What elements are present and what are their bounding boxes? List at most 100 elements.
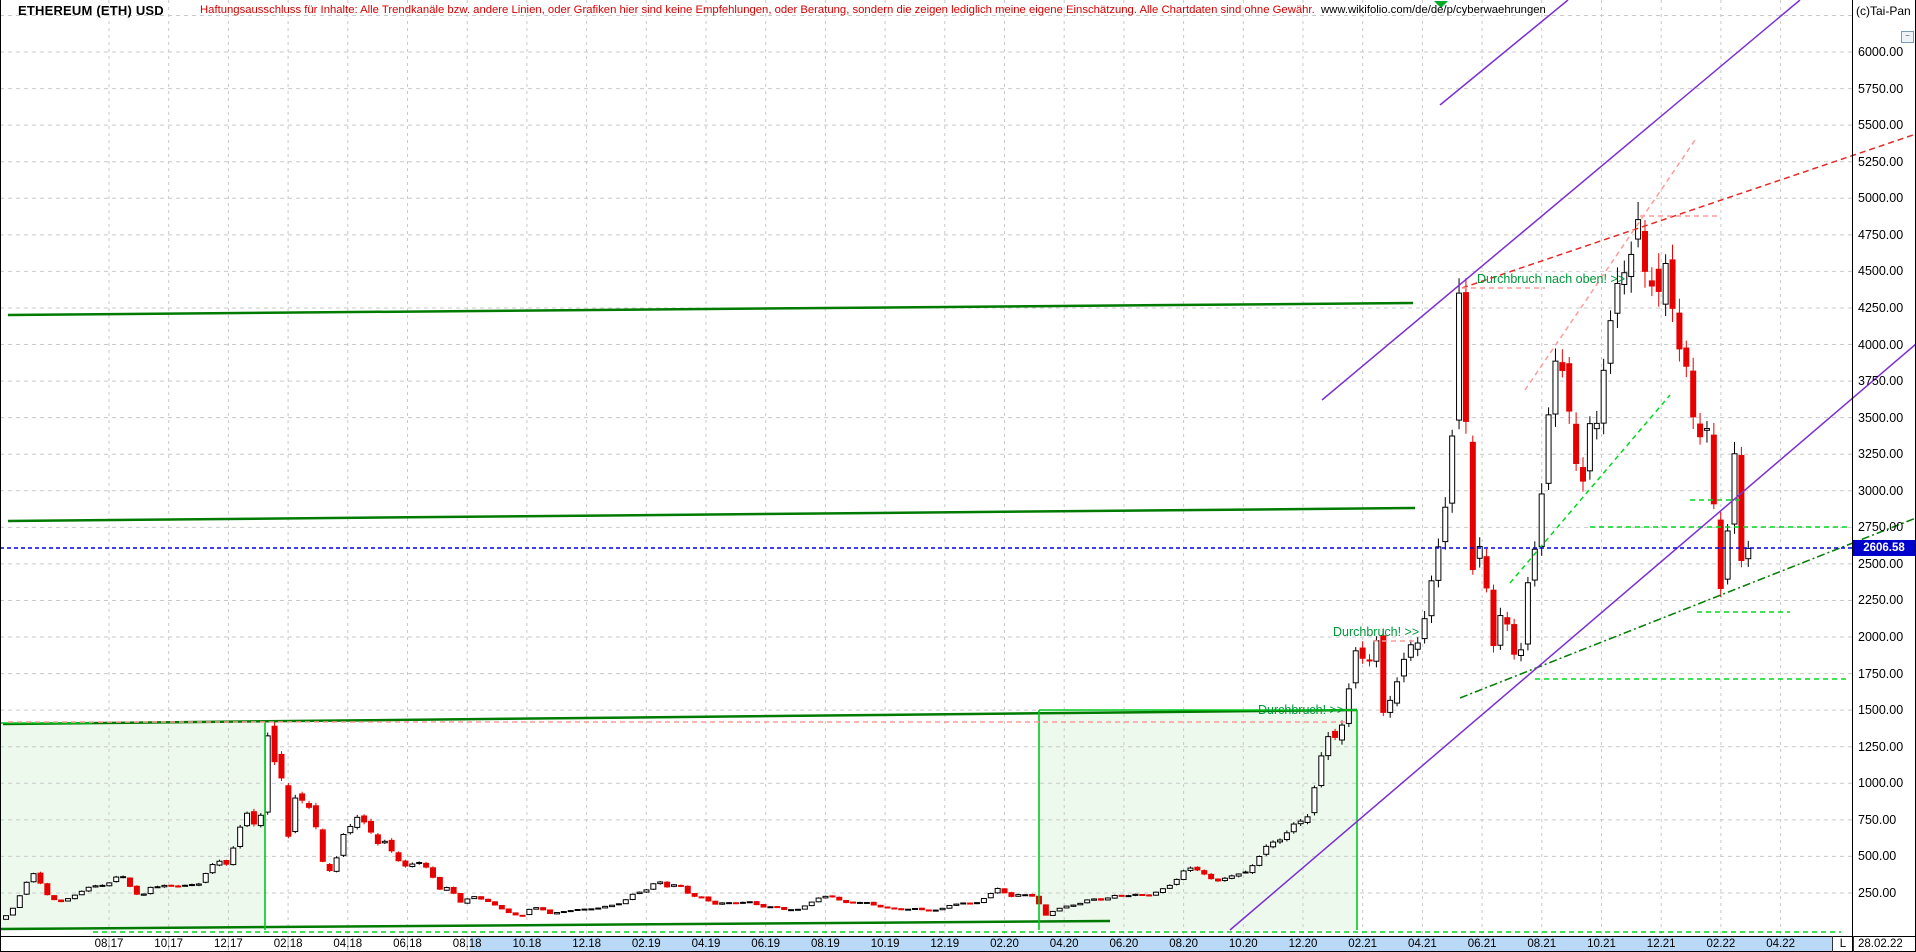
candle-down: [457, 893, 464, 903]
candle-up: [1703, 428, 1710, 431]
candle-up: [292, 797, 299, 833]
candle-up: [216, 860, 223, 866]
price-axis-label: 4250.00: [1858, 300, 1904, 315]
candle-down: [133, 885, 140, 895]
candle-down: [126, 877, 133, 887]
candle-up: [161, 884, 168, 888]
candle-up: [1070, 904, 1077, 907]
candle-down: [836, 896, 843, 901]
candle-down: [843, 899, 850, 904]
breakout-annotation: Durchbruch nach oben! >>: [1477, 272, 1626, 286]
candle-up: [1614, 282, 1621, 314]
candle-up: [1400, 658, 1407, 677]
copyright-label: (c)Tai-Pan: [1856, 4, 1911, 18]
candle-down: [1655, 268, 1662, 292]
price-axis-label: 6000.00: [1858, 45, 1904, 59]
date-axis-label: 12.18: [572, 938, 601, 950]
last-date-label: 28.02.22: [1858, 938, 1903, 950]
candle-up: [1263, 845, 1270, 855]
date-axis-label: 10.20: [1228, 938, 1258, 950]
candle-up: [64, 898, 71, 902]
candle-down: [1469, 441, 1476, 570]
candle-up: [1586, 423, 1593, 472]
disclaimer: Haftungsausschluss für Inhalte: Alle Tre…: [200, 4, 1546, 16]
candle-up: [202, 873, 209, 883]
price-axis-label: 2000.00: [1858, 630, 1904, 645]
candle-up: [347, 825, 354, 834]
candle-up: [1428, 580, 1435, 617]
disclaimer-link[interactable]: www.wikifolio.com/de/de/p/cyberwaehrunge…: [1321, 4, 1546, 16]
candle-down: [1710, 434, 1717, 505]
candle-up: [3, 915, 10, 920]
candle-up: [650, 883, 657, 890]
candle-up: [994, 887, 1001, 894]
candle-up: [1256, 856, 1263, 866]
date-axis-label: 04.22: [1766, 938, 1795, 950]
candle-up: [1318, 755, 1325, 787]
candle-down: [774, 906, 781, 909]
collapse-icon[interactable]: −: [1901, 31, 1914, 43]
candle-up: [1173, 878, 1180, 885]
candle-up: [1235, 873, 1242, 877]
date-axis-label: 12.19: [930, 938, 960, 950]
price-axis-label: 2500.00: [1858, 556, 1904, 571]
candle-down: [450, 886, 457, 894]
candle-up: [154, 886, 161, 889]
candle-down: [485, 898, 492, 902]
candle-down: [278, 753, 285, 779]
candle-up: [953, 903, 960, 906]
date-axis-label: 08.17: [94, 938, 124, 950]
candle-up: [1394, 681, 1401, 704]
candle-up: [1545, 414, 1552, 484]
candle-down: [1118, 894, 1125, 897]
candle-down: [361, 815, 368, 823]
candle-down: [37, 872, 44, 884]
candle-up: [1180, 870, 1187, 880]
candle-up: [1111, 894, 1118, 899]
candle-down: [1208, 873, 1215, 880]
candle-up: [905, 908, 912, 911]
date-axis-label: 10.19: [870, 938, 900, 950]
candle-down: [677, 884, 684, 887]
candle-down: [1483, 556, 1490, 589]
candle-up: [533, 907, 540, 910]
candle-down: [1697, 423, 1704, 438]
candle-down: [1201, 870, 1208, 875]
date-axis-label: 06.19: [751, 938, 781, 950]
candle-up: [588, 908, 595, 911]
candle-up: [1311, 787, 1318, 814]
candle-down: [1215, 878, 1222, 882]
candle-up: [1421, 618, 1428, 640]
candle-up: [1628, 253, 1635, 278]
date-axis-label: 04.19: [691, 938, 721, 950]
candle-up: [354, 816, 361, 828]
date-axis-label: 04.18: [333, 938, 363, 950]
candle-up: [1077, 902, 1084, 906]
candle-down: [540, 907, 547, 911]
candle-up: [1449, 435, 1456, 504]
candle-up: [147, 886, 154, 895]
candle-up: [1552, 360, 1559, 415]
page-title: ETHEREUM (ETH) USD: [18, 3, 164, 18]
candle-up: [1724, 530, 1731, 580]
candle-down: [519, 914, 526, 917]
candle-up: [471, 896, 478, 900]
candle-down: [753, 901, 760, 906]
candle-up: [1524, 582, 1531, 645]
candle-down: [491, 901, 498, 906]
candle-up: [726, 902, 733, 905]
candle-down: [423, 862, 430, 868]
price-axis-label: 500.00: [1858, 849, 1897, 864]
breakout-annotation: Durchbruch! >>: [1333, 625, 1420, 639]
candle-up: [1373, 640, 1380, 662]
candle-down: [829, 895, 836, 898]
date-axis-label: 08.21: [1527, 938, 1557, 950]
candle-down: [712, 900, 719, 905]
candle-down: [1559, 362, 1566, 371]
candle-up: [23, 881, 30, 895]
date-axis-label: 12.21: [1646, 938, 1676, 950]
price-axis-label: 2750.00: [1858, 520, 1904, 535]
candle-down: [691, 893, 698, 897]
